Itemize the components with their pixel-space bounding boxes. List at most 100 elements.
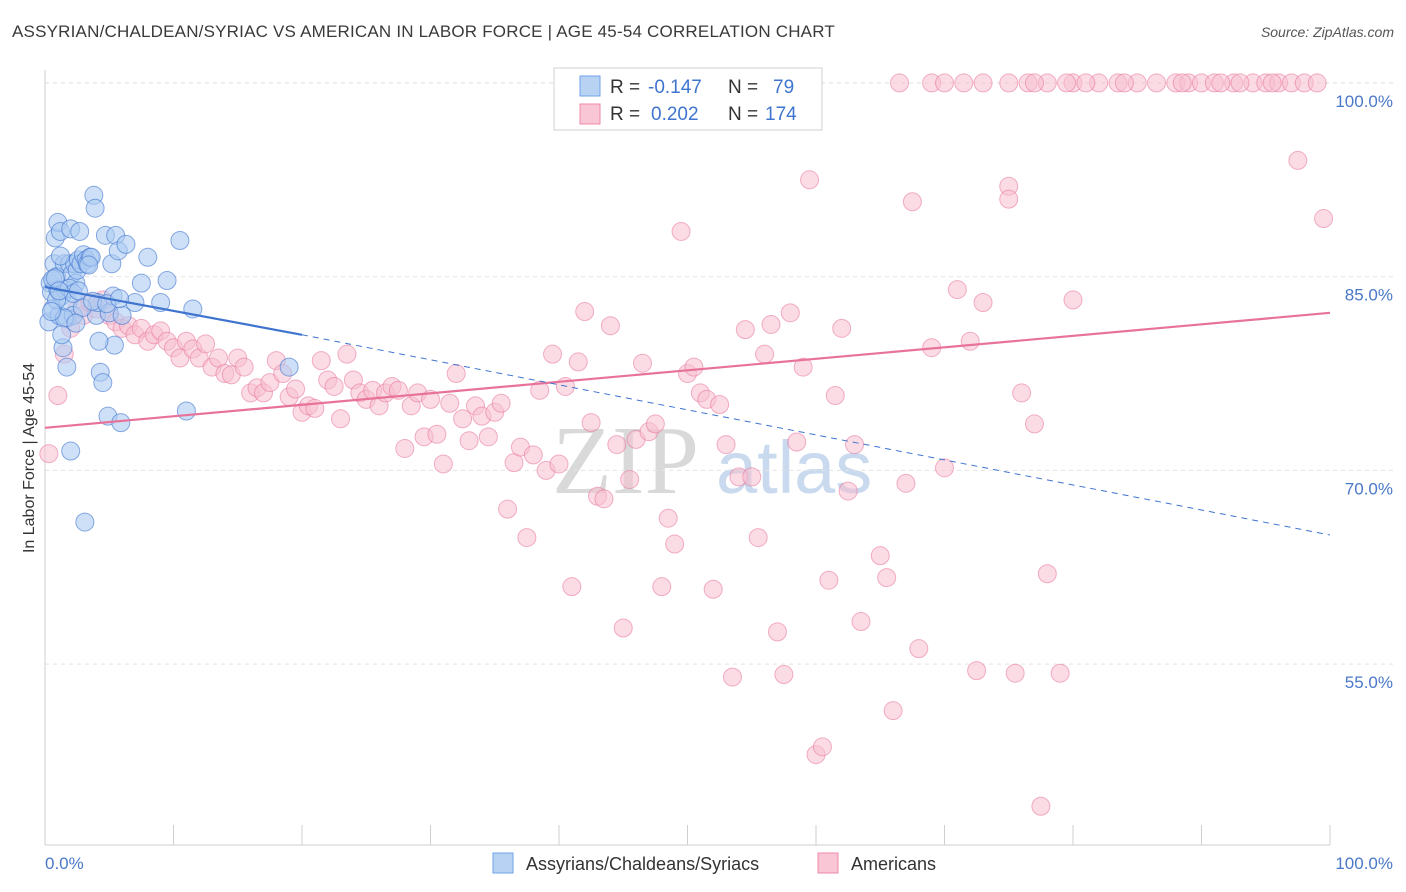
legend-swatch-blue [579,75,601,97]
american-point [851,612,871,632]
american-point [324,376,344,396]
american-point [870,546,890,566]
american-point [1314,209,1334,229]
american-point [845,435,865,455]
assyrian-point [70,221,90,241]
american-point [703,579,723,599]
american-point [883,701,903,721]
american-point [780,303,800,323]
assyrians-trend-line [44,285,303,336]
y-tick-label: 85.0% [1345,286,1393,305]
american-point [613,618,633,638]
american-point [800,170,820,190]
american-point [999,189,1019,209]
american-point [523,445,543,465]
legend-n-value-2: 174 [765,104,797,125]
trend-lines [44,285,1331,536]
american-point [517,528,537,548]
american-point [793,357,813,377]
watermark: ZIP atlas [552,407,872,515]
legend-n-value-1: 79 [773,77,794,98]
assyrian-point [93,373,113,393]
bottom-legend-swatch-blue [492,852,514,874]
american-point [568,352,588,372]
american-point [427,424,447,444]
american-point [825,386,845,405]
american-point [311,351,331,371]
american-point [1230,73,1250,93]
assyrian-point [157,271,177,291]
assyrian-point [176,401,196,421]
american-point [1063,290,1083,310]
assyrian-point [89,331,109,351]
assyrians-points [39,185,299,532]
american-point [722,667,742,687]
american-point [967,661,987,681]
american-point [1057,73,1077,93]
x-tick-label-min: 0.0% [45,854,84,873]
american-point [1114,73,1134,93]
american-point [819,570,839,590]
american-point [1005,663,1025,683]
y-tick-label: 100.0% [1335,92,1393,111]
american-point [1211,73,1231,93]
assyrian-point [131,273,151,293]
american-point [755,344,775,364]
assyrian-point [66,313,86,333]
american-point [832,318,852,338]
american-point [433,454,453,474]
american-point [960,331,980,351]
legend: R = -0.147 N = 79 R = 0.202 N = 174 [553,67,823,131]
american-point [453,409,473,429]
american-point [767,622,787,642]
assyrian-point [61,441,81,461]
american-point [286,379,306,399]
american-point [812,737,832,757]
assyrian-point [112,305,132,325]
american-point [1076,73,1096,93]
american-point [684,357,704,377]
bottom-legend-label-americans: Americans [851,854,936,874]
assyrian-point [85,198,105,218]
american-point [620,469,640,489]
american-point [652,577,672,597]
american-point [1050,663,1070,683]
american-point [742,467,762,487]
legend-r-value-1: -0.147 [648,77,702,98]
x-tick-label-max: 100.0% [1335,854,1393,873]
american-point [498,499,518,519]
american-point [170,348,190,368]
american-point [877,568,897,588]
american-point [735,320,755,340]
american-point [196,334,216,354]
american-point [600,316,620,336]
assyrian-point [52,325,72,345]
american-point [710,395,730,415]
american-point [1288,150,1308,170]
american-point [671,221,691,241]
assyrian-point [170,231,190,250]
american-point [1262,73,1282,93]
assyrians-trend-extension [301,334,1331,536]
american-point [234,357,254,377]
watermark-zip: ZIP [552,407,699,515]
american-point [658,508,678,528]
american-point [890,73,910,93]
bottom-legend-swatch-pink [817,852,839,874]
assyrian-point [79,255,99,275]
bottom-legend: Assyrians/Chaldeans/Syriacs Americans [492,852,936,874]
american-point [549,454,569,474]
american-point [716,435,736,455]
american-point [581,413,601,433]
american-point [543,344,563,364]
american-point [39,444,59,464]
american-point [973,293,993,312]
american-point [607,435,627,455]
american-point [1024,73,1044,93]
american-point [48,386,68,405]
american-point [1037,564,1057,584]
american-point [645,414,665,434]
american-point [440,393,460,413]
legend-n-label-1: N = [728,77,758,98]
